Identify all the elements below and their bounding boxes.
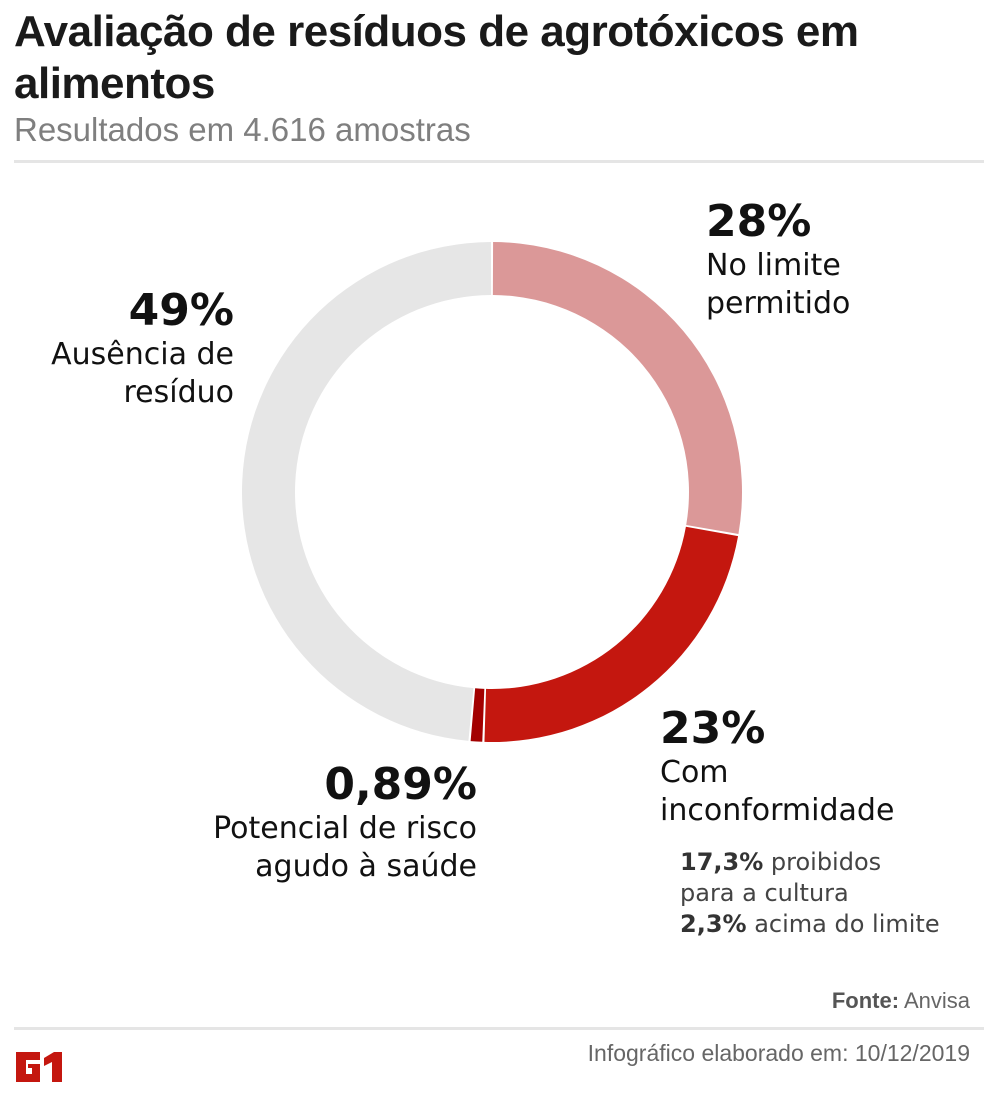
label-no-limite-line2: permitido — [706, 286, 851, 321]
source-note: Fonte: Anvisa — [832, 988, 970, 1014]
credit-note: Infográfico elaborado em: 10/12/2019 — [587, 1040, 970, 1066]
breakdown-text-3: acima do limite — [746, 910, 940, 938]
breakdown-line-3: 2,3% acima do limite — [680, 909, 940, 940]
label-risco-line2: agudo à saúde — [255, 849, 477, 884]
label-no-limite: 28% No limite permitido — [706, 197, 850, 323]
breakdown-text-1: proibidos — [763, 848, 882, 876]
label-inconformidade: 23% Com inconformidade — [660, 704, 894, 830]
header-divider — [14, 160, 984, 163]
label-inconformidade-pct: 23% — [660, 703, 766, 754]
label-inconformidade-line1: Com — [660, 755, 729, 790]
label-ausencia-line1: Ausência de — [51, 337, 234, 372]
donut-segment-0 — [492, 242, 742, 534]
donut-segment-2 — [470, 688, 485, 742]
breakdown-line-1: 17,3% proibidos — [680, 847, 940, 878]
label-risco: 0,89% Potencial de risco agudo à saúde — [213, 760, 477, 886]
donut-segment-3 — [241, 242, 492, 741]
breakdown-line-2: para a cultura — [680, 878, 940, 909]
label-risco-line1: Potencial de risco — [213, 811, 477, 846]
label-ausencia-line2: resíduo — [123, 375, 234, 410]
breakdown-text-2: para a cultura — [680, 879, 849, 907]
chart-subtitle: Resultados em 4.616 amostras — [14, 111, 471, 148]
breakdown-value-1: 17,3% — [680, 848, 764, 876]
chart-title: Avaliação de resíduos de agrotóxicos em … — [14, 7, 859, 108]
label-ausencia-pct: 49% — [128, 285, 234, 336]
breakdown-value-3: 2,3% — [680, 910, 747, 938]
g1-logo-icon — [16, 1052, 62, 1082]
label-risco-pct: 0,89% — [324, 759, 477, 810]
donut-segment-1 — [484, 526, 739, 742]
footer-divider — [14, 1027, 984, 1030]
label-ausencia: 49% Ausência de resíduo — [51, 286, 234, 412]
label-inconformidade-line2: inconformidade — [660, 793, 895, 828]
source-value: Anvisa — [899, 988, 970, 1013]
label-no-limite-pct: 28% — [706, 196, 812, 247]
label-no-limite-line1: No limite — [706, 248, 841, 283]
source-label: Fonte: — [831, 988, 900, 1013]
inconformidade-breakdown: 17,3% proibidos para a cultura 2,3% acim… — [680, 847, 940, 940]
